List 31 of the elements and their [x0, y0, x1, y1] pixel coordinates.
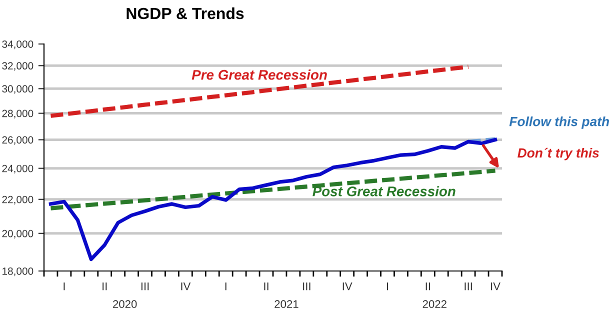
y-tick-label: 20,000 — [2, 230, 34, 238]
y-tick-label: 34,000 — [2, 40, 34, 50]
x-tick-label: III — [303, 282, 310, 290]
x-tick-label: I — [225, 282, 226, 290]
text: 2020 — [113, 300, 137, 308]
x-tick-label: I — [386, 282, 388, 290]
y-tick-label: 24,000 — [2, 164, 34, 174]
series-label: Pre Great Recession — [192, 70, 327, 80]
line-series — [48, 138, 498, 262]
y-tick-label: 32,000 — [2, 62, 34, 71]
x-tick-label: III — [464, 282, 472, 290]
text: Follow this path — [509, 116, 610, 129]
x-tick-label: II — [102, 282, 107, 290]
x-tick-label: IV — [181, 282, 191, 290]
y-tick-label: 22,000 — [2, 196, 34, 204]
y-tick-label: 18,000 — [2, 268, 34, 276]
y-tick-label: 26,000 — [2, 136, 34, 145]
x-tick-label: IV — [342, 282, 352, 290]
text: 2022 — [422, 300, 446, 308]
x-tick-label: II — [264, 282, 268, 290]
y-tick-label: 28,000 — [2, 110, 34, 118]
y-tick-label: 30,000 — [2, 85, 34, 94]
x-tick-label: III — [141, 282, 149, 290]
x-tick-label: I — [64, 282, 65, 290]
text: Don´t try this — [518, 148, 599, 160]
x-tick-label: II — [426, 282, 430, 290]
line-series — [48, 168, 498, 210]
chart-title: NGDP & Trends — [126, 7, 244, 20]
line-series — [48, 64, 470, 118]
text: 2021 — [274, 300, 298, 308]
x-tick-label: IV — [491, 282, 500, 290]
